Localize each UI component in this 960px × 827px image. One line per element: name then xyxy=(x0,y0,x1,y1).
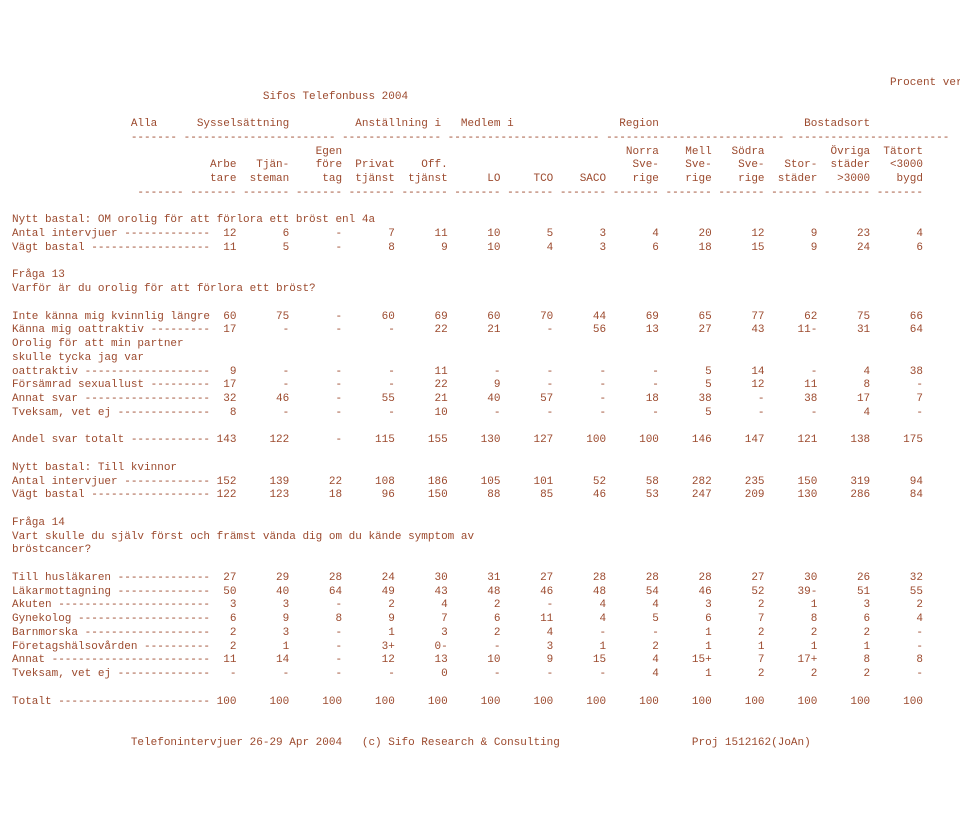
report-page: Sid 15 Procent vertikalt Sifo xyxy=(12,63,948,751)
